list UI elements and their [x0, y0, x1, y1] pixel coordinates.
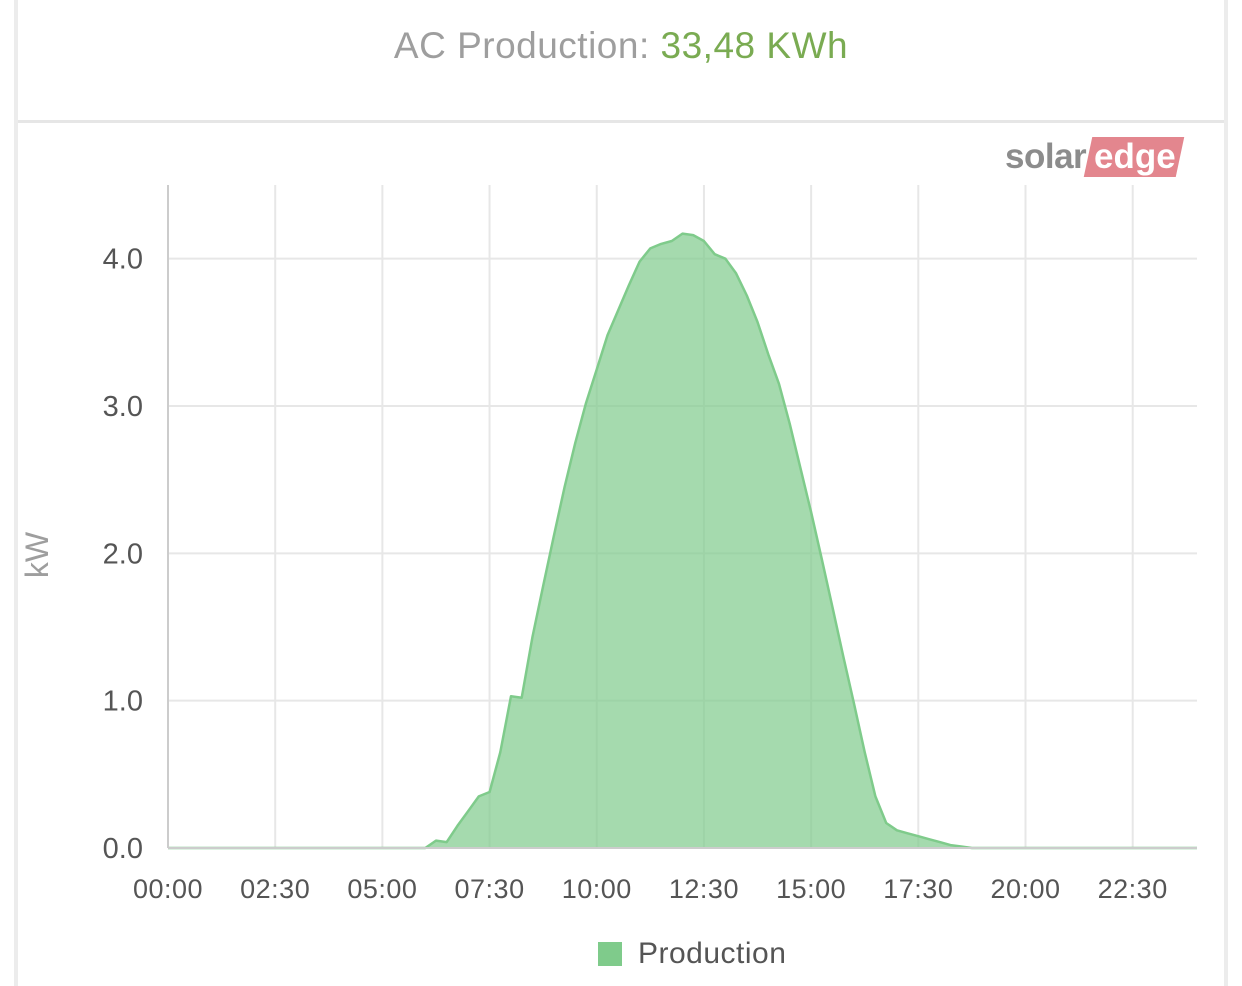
production-point-8: [500, 752, 501, 753]
production-point-36: [800, 467, 801, 468]
production-point-22: [650, 248, 651, 249]
y-axis-label: kW: [19, 531, 55, 578]
production-point-27: [703, 241, 704, 242]
production-point-3: [446, 842, 447, 843]
production-point-39: [832, 607, 833, 608]
production-point-24: [671, 241, 672, 242]
card-border-right: [1224, 0, 1228, 986]
production-point-18: [607, 335, 608, 336]
production-point-11: [532, 637, 533, 638]
production-value: 33,48 KWh: [660, 25, 849, 66]
production-label: AC Production:: [393, 25, 650, 66]
x-tick-label-1: 02:30: [240, 874, 310, 904]
header-divider: [18, 120, 1224, 123]
production-point-31: [746, 295, 747, 296]
production-point-6: [478, 796, 479, 797]
production-point-46: [907, 833, 908, 834]
production-point-7: [489, 792, 490, 793]
production-point-2: [436, 840, 437, 841]
y-tick-label-1: 1.0: [103, 686, 143, 718]
y-tick-label-4: 4.0: [103, 244, 143, 276]
production-point-40: [843, 656, 844, 657]
production-point-10: [521, 697, 522, 698]
production-point-26: [693, 235, 694, 236]
x-axis: 00:00 02:30 05:00 07:30 10:00 12:30 15:00 17:30…: [133, 847, 1197, 904]
production-point-21: [639, 261, 640, 262]
production-point-5: [468, 811, 469, 812]
card-border-left: [14, 0, 18, 986]
production-point-47: [918, 836, 919, 837]
y-axis: 0.0 1.0 2.0 3.0 4.0: [103, 185, 169, 865]
production-point-43: [875, 796, 876, 797]
production-point-15: [575, 442, 576, 443]
y-tick-label-2: 2.0: [103, 538, 143, 570]
logo-solar-text: solar: [1005, 137, 1087, 176]
series-layer: [168, 232, 1197, 850]
production-point-34: [779, 383, 780, 384]
production-point-19: [618, 310, 619, 311]
production-point-51: [961, 846, 962, 847]
x-tick-label-0: 00:00: [133, 874, 203, 904]
x-tick-label-7: 17:30: [883, 874, 953, 904]
production-point-29: [725, 258, 726, 259]
production-point-30: [736, 273, 737, 274]
production-point-13: [553, 535, 554, 536]
chart-legend[interactable]: Production: [598, 932, 786, 976]
production-point-14: [564, 487, 565, 488]
production-area: [168, 233, 1197, 849]
production-point-45: [896, 830, 897, 831]
y-tick-label-0: 0.0: [103, 833, 143, 865]
y-tick-label-3: 3.0: [103, 391, 143, 423]
x-tick-label-3: 07:30: [455, 874, 525, 904]
legend-swatch-production: [598, 942, 622, 966]
solaredge-logo: solar edge: [1005, 136, 1185, 178]
production-summary: AC Production: 33,48 KWh: [394, 25, 848, 67]
production-point-49: [939, 842, 940, 843]
production-point-37: [811, 512, 812, 513]
production-point-12: [543, 585, 544, 586]
legend-label-production: Production: [638, 937, 787, 970]
x-tick-label-6: 15:00: [776, 874, 846, 904]
production-point-50: [950, 845, 951, 846]
production-point-25: [682, 233, 683, 234]
production-point-42: [864, 752, 865, 753]
production-point-44: [886, 823, 887, 824]
x-tick-label-9: 22:30: [1098, 874, 1168, 904]
x-tick-label-5: 12:30: [669, 874, 739, 904]
production-point-9: [511, 696, 512, 697]
production-point-41: [854, 703, 855, 704]
x-tick-label-4: 10:00: [562, 874, 632, 904]
chart-header: AC Production: 33,48 KWh: [18, 0, 1224, 120]
production-point-32: [757, 322, 758, 323]
production-point-4: [457, 825, 458, 826]
production-point-48: [929, 839, 930, 840]
x-tick-label-8: 20:00: [990, 874, 1060, 904]
production-point-16: [586, 403, 587, 404]
x-tick-label-2: 05:00: [347, 874, 417, 904]
production-point-28: [714, 254, 715, 255]
production-point-38: [821, 559, 822, 560]
production-point-35: [789, 423, 790, 424]
production-point-17: [596, 369, 597, 370]
production-point-33: [768, 354, 769, 355]
production-point-23: [661, 243, 662, 244]
production-point-20: [628, 285, 629, 286]
